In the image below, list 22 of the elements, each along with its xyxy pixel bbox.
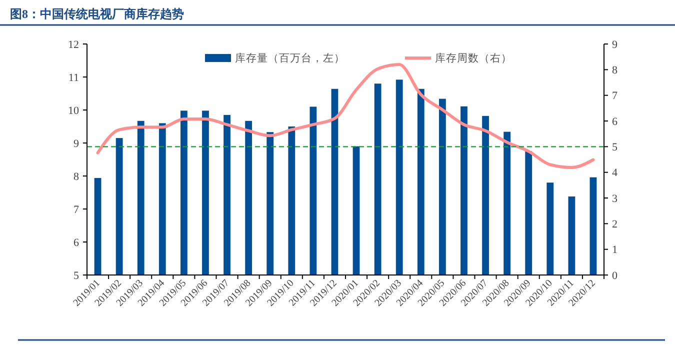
line-series: [96, 63, 595, 169]
y-tick-label: 12: [68, 38, 79, 51]
y2-tick-label: 2: [612, 218, 618, 231]
legend-label: 库存周数（右）: [435, 52, 512, 65]
y-tick-label: 6: [74, 236, 80, 249]
y-tick-label: 11: [68, 72, 79, 84]
y2-tick-label: 3: [612, 192, 618, 205]
y2-tick-label: 7: [612, 90, 618, 102]
y-tick-label: 8: [74, 170, 80, 183]
chart-title: 图8：中国传统电视厂商库存趋势: [10, 7, 184, 21]
y-tick-label: 5: [74, 270, 80, 282]
y-tick-label: 7: [74, 204, 80, 216]
y2-tick-label: 1: [612, 244, 618, 256]
y2-tick-label: 5: [612, 142, 618, 154]
y-tick-label: 10: [68, 104, 80, 117]
legend-label: 库存量（百万台，左）: [235, 52, 345, 65]
y2-tick-label: 8: [612, 64, 618, 77]
y-tick-label: 9: [74, 138, 80, 150]
y2-tick-label: 0: [612, 270, 618, 282]
y2-tick-label: 6: [612, 116, 618, 128]
y2-tick-label: 4: [612, 167, 618, 180]
y2-tick-label: 9: [612, 38, 618, 51]
